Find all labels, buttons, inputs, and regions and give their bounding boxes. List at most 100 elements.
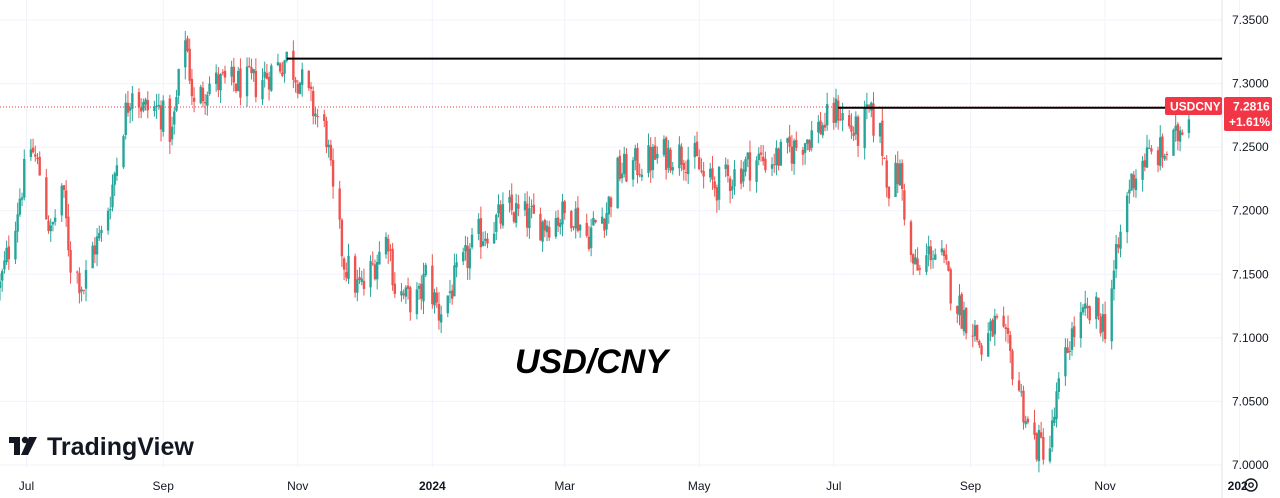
candle-body (773, 164, 776, 166)
candle-body (911, 254, 915, 264)
candle-body (1159, 137, 1162, 166)
candle-body (942, 250, 946, 257)
candle-body (248, 65, 251, 67)
candle-body (422, 274, 425, 302)
candle-body (307, 70, 311, 88)
candle-body (779, 141, 783, 166)
candle-body (1070, 328, 1074, 351)
price-tick-label: 7.2000 (1232, 204, 1269, 218)
candle-body (1004, 327, 1008, 330)
candle-body (775, 147, 778, 166)
candle-body (885, 160, 888, 188)
candle-body (263, 71, 266, 78)
candle-body (230, 66, 233, 77)
candle-body (664, 137, 668, 170)
candle-body (934, 254, 937, 260)
candle-body (916, 258, 919, 271)
candle-body (47, 220, 50, 232)
candle-body (278, 63, 282, 72)
candle-body (1112, 270, 1116, 290)
candle-body (541, 221, 544, 242)
candle-body (1053, 416, 1056, 423)
candle-body (400, 291, 403, 296)
candle-body (391, 248, 394, 286)
candle-body (914, 257, 917, 265)
candle-body (693, 143, 697, 158)
candle-body (1039, 432, 1043, 438)
candle-body (744, 159, 747, 172)
candle-body (605, 213, 608, 230)
candle-body (1134, 178, 1138, 191)
candle-body (989, 321, 992, 331)
candle-body (825, 104, 829, 126)
candle-body (492, 233, 496, 244)
candle-body (1132, 174, 1135, 189)
candle-body (67, 216, 70, 251)
settings-gear-icon[interactable] (1244, 478, 1258, 492)
candle-body (669, 149, 672, 171)
candle-body (261, 80, 264, 100)
candle-body (3, 260, 6, 270)
candle-body (836, 100, 840, 121)
last-price-label: 7.2816 (1233, 100, 1270, 114)
candle-body (62, 185, 66, 190)
candle-body (184, 40, 187, 68)
candle-body (353, 256, 357, 293)
candle-body (323, 114, 326, 122)
candle-body (128, 107, 132, 111)
candle-body (51, 221, 55, 225)
candle-body (168, 98, 172, 142)
candle-body (446, 295, 449, 314)
candle-body (964, 307, 968, 334)
candle-body (1114, 243, 1118, 270)
candle-body (387, 238, 390, 252)
candle-body (746, 152, 749, 160)
candle-body (731, 186, 734, 191)
time-tick-label: Sep (960, 479, 982, 493)
candle-body (956, 305, 959, 314)
candle-body (356, 279, 359, 293)
candle-body (1064, 347, 1067, 377)
candle-body (980, 345, 983, 355)
candle-body (894, 162, 897, 197)
candle-body (931, 258, 935, 260)
candle-body (1187, 119, 1191, 133)
time-axis: Jul Sep Nov 2024 Mar May Jul Sep Nov 202 (19, 479, 1248, 493)
candle-body (1143, 160, 1146, 168)
change-percent-label: +1.61% (1229, 115, 1270, 129)
candle-body (620, 173, 624, 179)
candle-body (702, 171, 705, 177)
candle-body (764, 158, 767, 171)
candle-body (221, 72, 224, 74)
candle-body (276, 62, 280, 66)
candle-body (373, 264, 377, 280)
candle-body (1079, 312, 1083, 339)
candle-body (298, 82, 302, 94)
candle-body (726, 165, 730, 176)
candle-body (792, 140, 796, 164)
candle-body (93, 245, 97, 255)
candle-body (175, 97, 178, 111)
candle-body (223, 70, 227, 78)
candle-body (7, 246, 11, 260)
candle-body (378, 251, 381, 265)
price-axis: 7.3500 7.3000 7.2500 7.2000 7.1500 7.1000 7.05… (1232, 13, 1269, 472)
candle-body (1103, 314, 1107, 340)
candle-body (424, 264, 427, 276)
candle-body (124, 102, 127, 135)
time-tick-label: Mar (554, 479, 575, 493)
candle-body (267, 77, 271, 90)
candle-body (82, 289, 86, 291)
candle-body (53, 217, 57, 222)
price-tick-label: 7.0000 (1232, 458, 1269, 472)
candle-body (742, 169, 745, 182)
candle-body (170, 126, 174, 140)
candle-body (795, 140, 798, 148)
tradingview-logo[interactable]: TradingView (9, 433, 194, 461)
candle-body (1174, 125, 1177, 131)
candle-body (417, 285, 421, 289)
candle-body (640, 174, 644, 178)
candle-body (250, 67, 253, 74)
candle-body (543, 220, 547, 231)
